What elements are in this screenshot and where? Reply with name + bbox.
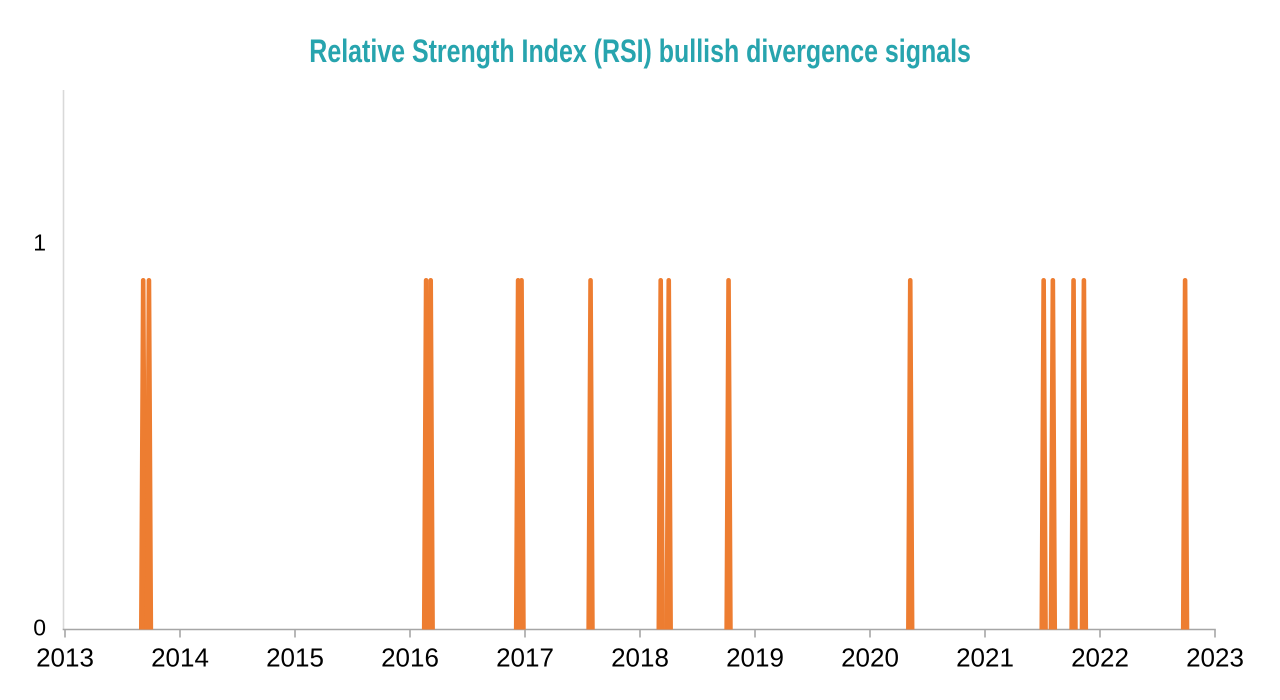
- chart-title: Relative Strength Index (RSI) bullish di…: [0, 33, 1280, 70]
- signal-spike: [517, 278, 526, 630]
- signal-spike: [656, 278, 665, 630]
- signal-spike: [1079, 278, 1089, 630]
- x-tick-label: 2020: [841, 643, 899, 673]
- x-tick-label: 2016: [381, 643, 439, 673]
- signal-spike: [139, 278, 148, 630]
- signal-spike: [1069, 278, 1078, 630]
- x-tick-label: 2018: [611, 643, 669, 673]
- x-tick-label: 2014: [151, 643, 209, 673]
- x-tick-label: 2022: [1071, 643, 1129, 673]
- signal-spike: [1180, 278, 1190, 630]
- x-tick-label: 2019: [726, 643, 784, 673]
- signal-spike: [426, 278, 435, 630]
- signal-spike: [586, 278, 595, 630]
- x-tick-label: 2015: [266, 643, 324, 673]
- chart-title-text: Relative Strength Index (RSI) bullish di…: [309, 33, 971, 69]
- signal-spike: [144, 278, 154, 630]
- signal-spike: [664, 278, 673, 630]
- x-tick-label: 2023: [1186, 643, 1244, 673]
- y-tick-label: 0: [33, 615, 46, 641]
- signal-spike: [724, 278, 733, 630]
- signal-spike: [1039, 278, 1048, 630]
- x-tick-label: 2021: [956, 643, 1014, 673]
- x-tick-label: 2013: [36, 643, 94, 673]
- y-tick-label: 1: [33, 230, 46, 256]
- signal-spike: [906, 278, 915, 630]
- signal-spike: [1048, 278, 1058, 630]
- x-tick-label: 2017: [496, 643, 554, 673]
